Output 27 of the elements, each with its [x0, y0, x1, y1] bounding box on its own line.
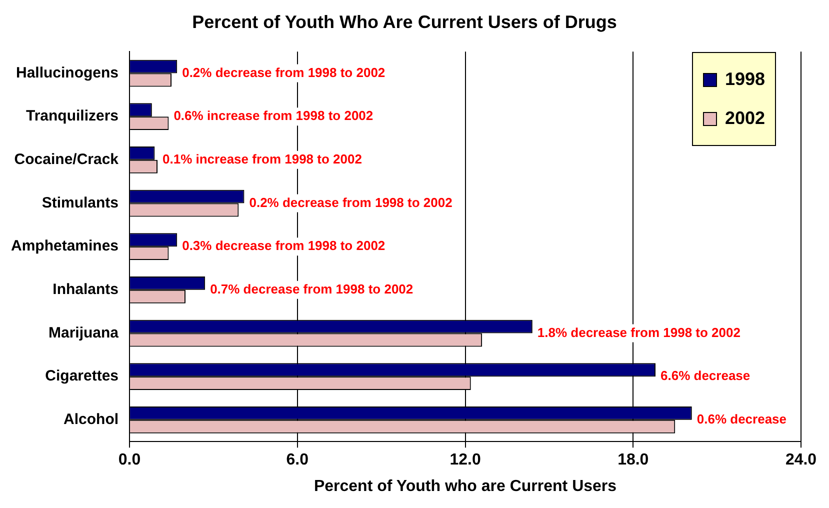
y-tick-label: Cocaine/Crack — [14, 151, 120, 168]
annotation: 1.8% decrease from 1998 to 2002 — [537, 324, 740, 340]
legend-label: 1998 — [725, 69, 766, 90]
x-axis-title: Percent of Youth who are Current Users — [314, 478, 617, 495]
legend-label: 2002 — [725, 108, 766, 129]
y-tick-label: Alcohol — [64, 411, 119, 428]
y-tick-label: Amphetamines — [10, 238, 119, 255]
annotation: 0.2% decrease from 1998 to 2002 — [249, 194, 452, 210]
x-tick-label: 12.0 — [450, 452, 481, 469]
annotation: 0.2% decrease from 1998 to 2002 — [182, 64, 386, 80]
x-tick-label: 18.0 — [618, 452, 649, 469]
y-tick-label: Hallucinogens — [16, 64, 119, 82]
annotation: 0.6% increase from 1998 to 2002 — [174, 108, 374, 124]
annotation: 0.6% decrease — [696, 412, 787, 427]
y-tick-label: Stimulants — [42, 194, 119, 212]
y-tick-label: Inhalants — [52, 281, 119, 298]
chart-title: Percent of Youth Who Are Current Users of Drugs — [192, 12, 617, 32]
annotation: 6.6% decrease — [660, 368, 750, 384]
x-tick-label: 6.0 — [286, 452, 309, 469]
annotation: 0.3% decrease from 1998 to 2002 — [182, 238, 386, 254]
y-tick-label: Tranquilizers — [26, 108, 119, 125]
y-tick-label: Cigarettes — [45, 368, 119, 385]
y-tick-label: Marijuana — [48, 324, 120, 342]
x-tick-label: 24.0 — [785, 452, 817, 469]
annotation: 0.1% increase from 1998 to 2002 — [162, 152, 362, 167]
annotation: 0.7% decrease from 1998 to 2002 — [210, 282, 414, 297]
x-tick-label: 0.0 — [118, 452, 141, 469]
